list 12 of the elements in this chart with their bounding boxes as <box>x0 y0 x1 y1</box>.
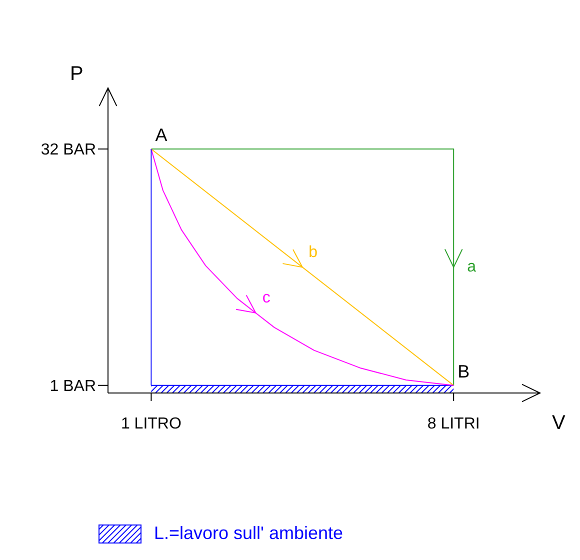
legend-label: a <box>467 258 476 276</box>
x-axis-title: V <box>552 412 566 434</box>
y-tick-label: 32 BAR <box>40 142 96 159</box>
y-tick-label: 1 BAR <box>50 378 96 396</box>
x-tick-label: 8 LITRI <box>427 415 480 432</box>
legend-label: b <box>308 244 318 261</box>
annotation: A <box>155 125 168 145</box>
y-axis-title: P <box>70 63 84 85</box>
annotation: B <box>458 361 470 382</box>
legend-label: L.=lavoro sull' ambiente <box>154 523 344 544</box>
x-tick-label: 1 LITRO <box>120 415 182 432</box>
legend-label: c <box>262 290 270 307</box>
